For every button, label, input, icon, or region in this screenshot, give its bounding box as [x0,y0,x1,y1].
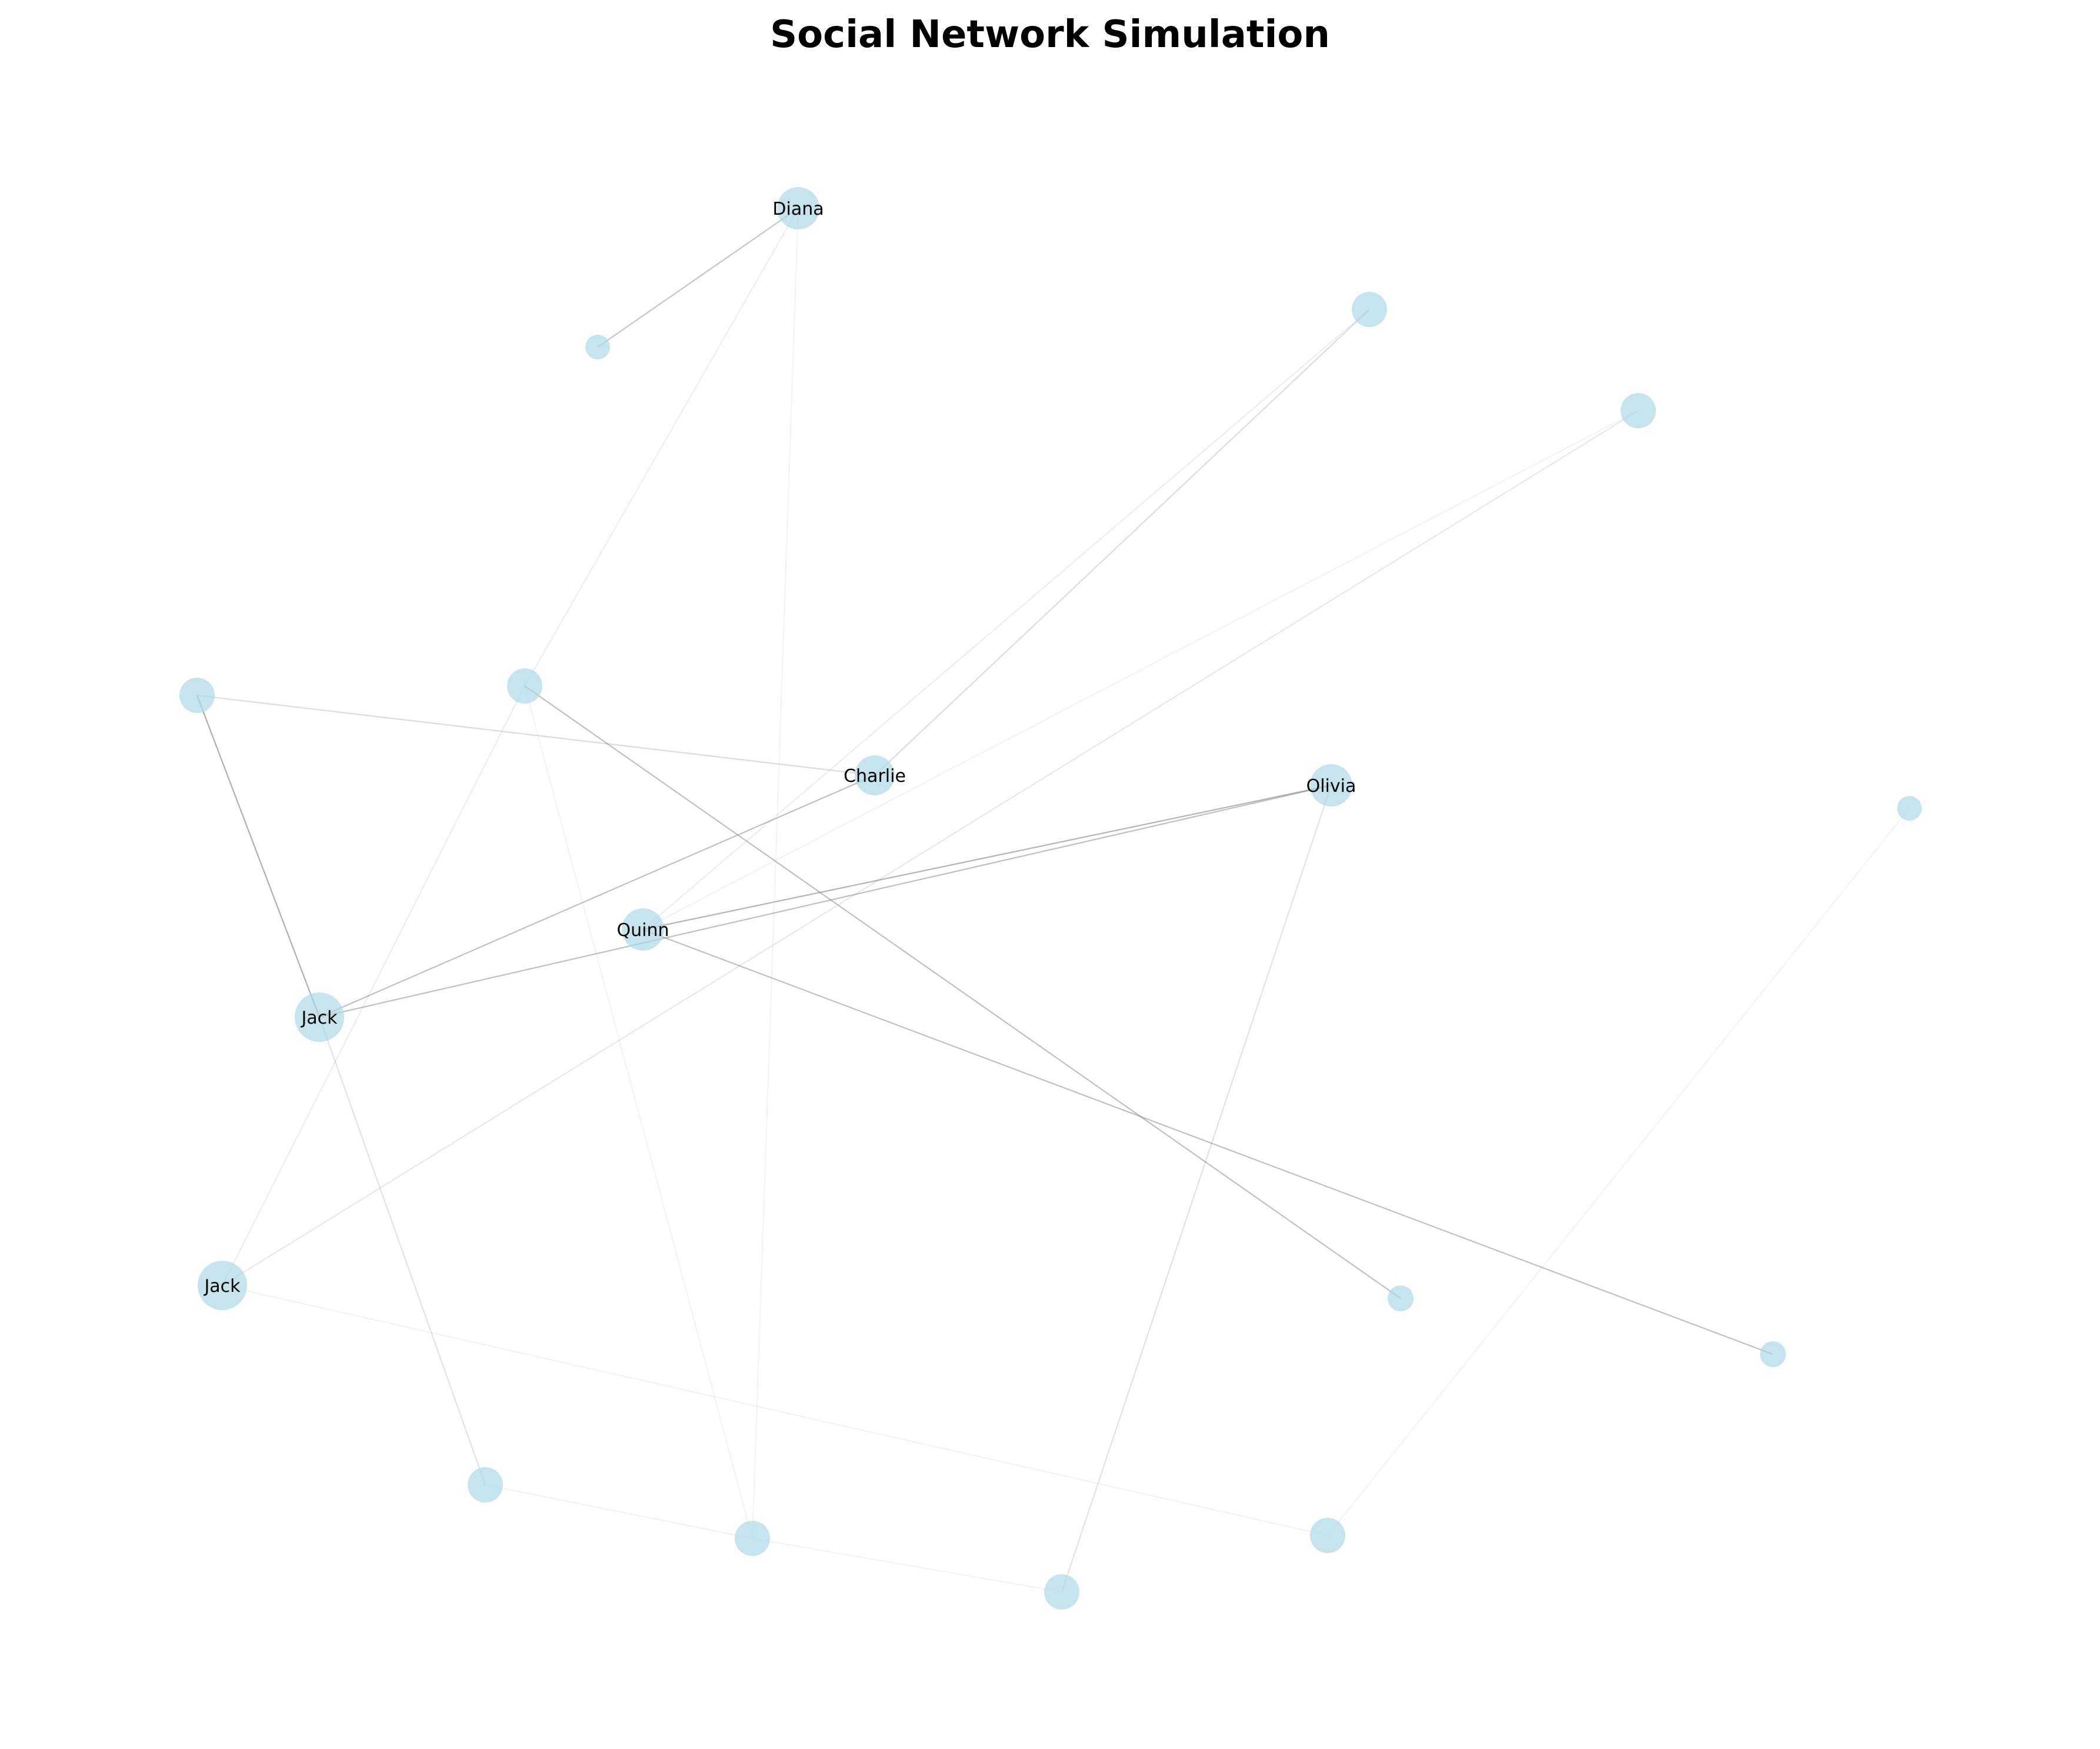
node-n06[interactable] [507,668,542,704]
node-n17[interactable] [1044,1574,1079,1610]
node-n10[interactable] [622,908,664,951]
edge-n06-n16 [524,685,754,1539]
node-label-n07: Charlie [844,766,906,787]
node-n08[interactable] [1310,764,1352,807]
node-n09[interactable] [1897,796,1922,821]
node-n02[interactable] [585,335,610,359]
edge-n05-n07 [196,694,875,777]
edge-n16-n17 [752,1537,1062,1593]
node-label-n11: Jack [300,1008,338,1028]
edge-n08-n11 [319,784,1332,1018]
node-n18[interactable] [1310,1518,1345,1553]
node-n12[interactable] [198,1261,247,1310]
edge-n06-n13 [524,685,1401,1299]
edge-n07-n11 [319,774,875,1018]
edge-n03-n10 [642,309,1370,930]
node-n01[interactable] [777,187,819,229]
edge-n15-n16 [485,1484,753,1540]
edge-n09-n18 [1327,808,1910,1536]
edge-n04-n12 [222,410,1639,1286]
edge-n10-n14 [642,928,1774,1355]
node-n16[interactable] [735,1521,770,1556]
edge-n04-n10 [642,410,1639,930]
edges-layer [196,208,1910,1593]
edge-n03-n07 [874,309,1370,776]
node-n07[interactable] [855,755,895,795]
node-n11[interactable] [295,992,344,1042]
node-label-n12: Jack [203,1276,241,1297]
edge-n06-n12 [222,685,525,1286]
node-label-n01: Diana [772,199,824,219]
nodes-layer [179,187,1922,1610]
node-n14[interactable] [1760,1341,1786,1367]
node-n05[interactable] [179,678,215,713]
edge-n01-n02 [597,208,799,348]
node-n15[interactable] [468,1467,503,1503]
edge-n08-n17 [1061,785,1332,1593]
node-n04[interactable] [1621,393,1656,428]
node-n03[interactable] [1352,292,1387,327]
labels-layer: Diana Charlie Olivia Quinn Jack Jack [203,199,1356,1297]
edge-n08-n10 [642,784,1332,931]
node-n13[interactable] [1388,1285,1414,1311]
chart-title: Social Network Simulation [770,13,1330,56]
edge-n01-n16 [751,208,799,1539]
edge-n01-n06 [524,208,799,687]
edge-n11-n15 [318,1017,486,1485]
node-label-n10: Quinn [617,920,669,941]
edge-n12-n18 [222,1284,1328,1537]
edge-n05-n11 [196,695,321,1018]
node-label-n08: Olivia [1306,776,1356,797]
